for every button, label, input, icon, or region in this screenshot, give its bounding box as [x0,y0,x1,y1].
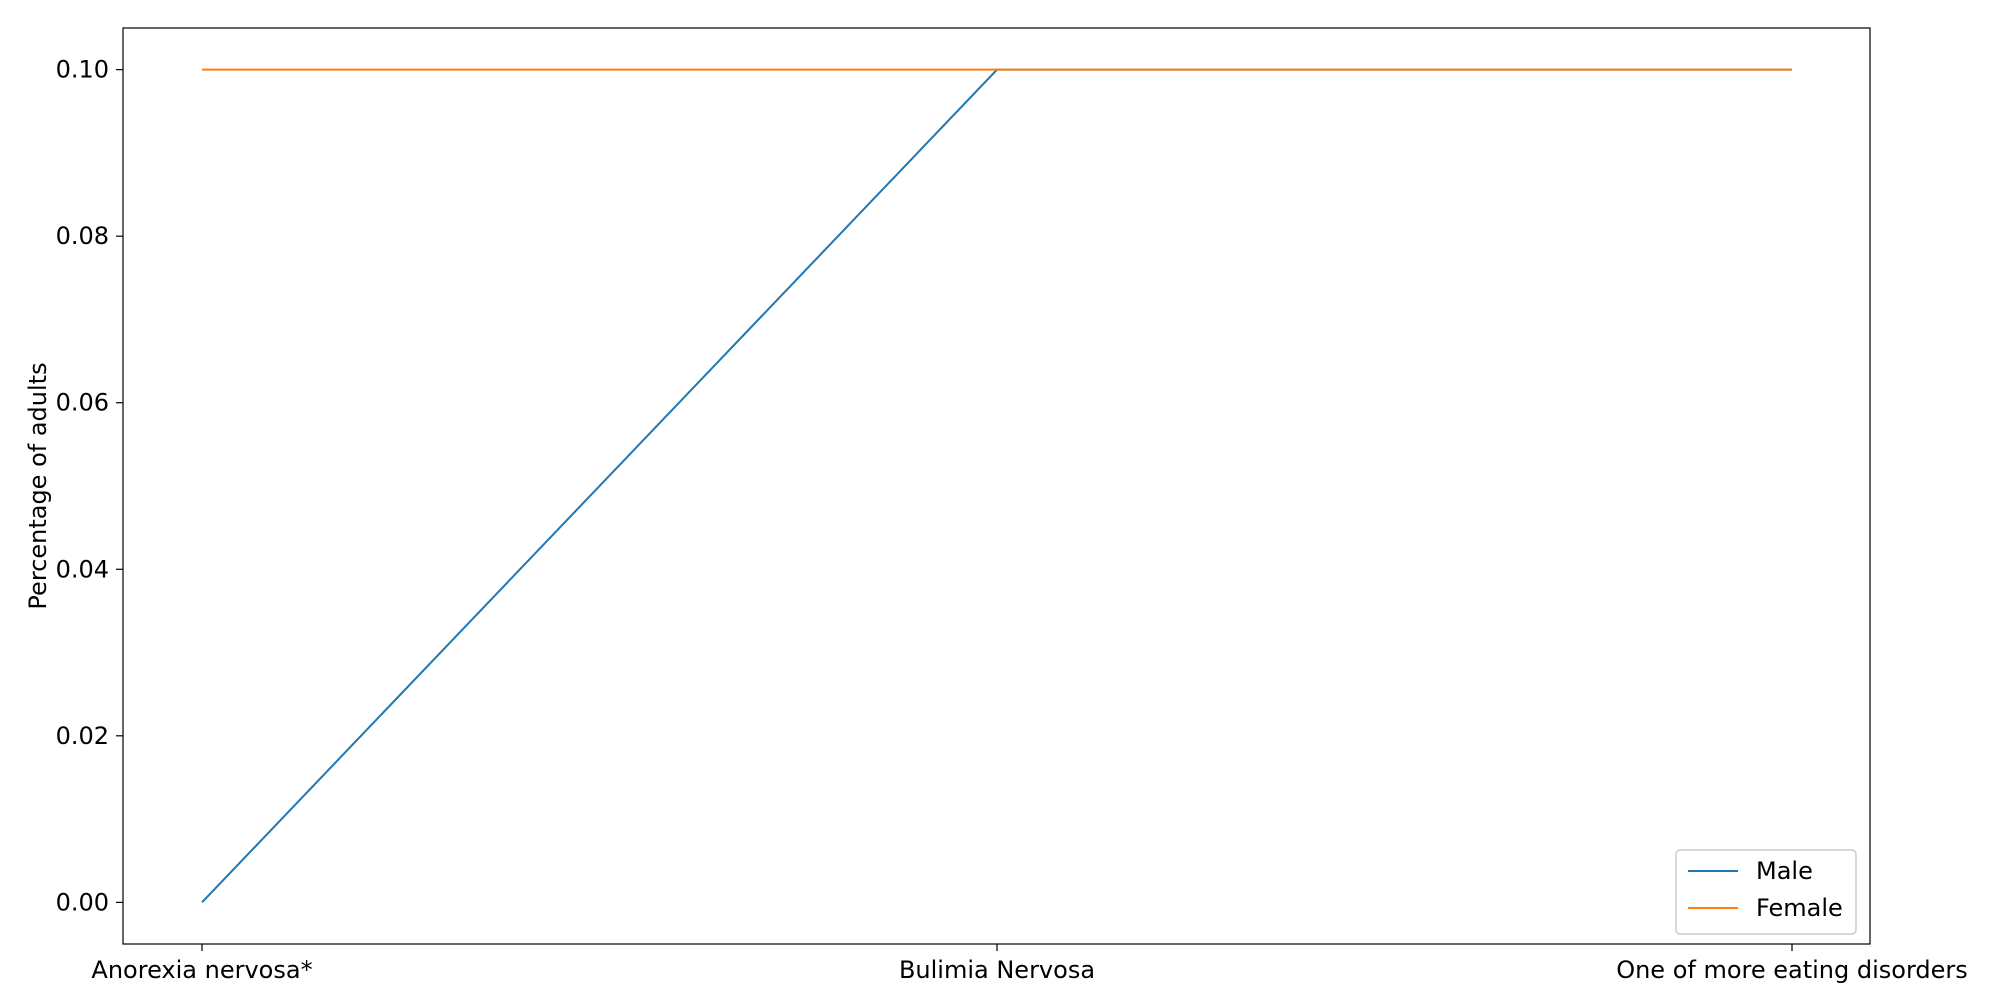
plot-frame [122,27,1871,945]
x-axis-ticks: Anorexia nervosa* Bulimia Nervosa One of m… [91,944,1968,984]
x-tick-label: Bulimia Nervosa [899,956,1095,984]
y-tick-label: 0.02 [56,722,109,750]
y-axis-label: Percentage of adults [24,362,52,609]
legend: Male Female [1675,849,1857,935]
series-lines [201,68,1792,904]
y-tick-label: 0.04 [56,555,109,583]
plot-area [123,28,1870,944]
x-tick-label: Anorexia nervosa* [91,956,312,984]
y-tick-label: 0.06 [56,389,109,417]
legend-label-male: Male [1756,857,1813,885]
y-tick-label: 0.08 [56,222,109,250]
x-tick-label: One of more eating disorders [1616,956,1968,984]
legend-label-female: Female [1756,894,1843,922]
y-tick-label: 0.00 [56,888,109,916]
y-tick-label: 0.10 [56,56,109,84]
y-axis-ticks: 0.00 0.02 0.04 0.06 0.08 0.10 [56,56,123,916]
